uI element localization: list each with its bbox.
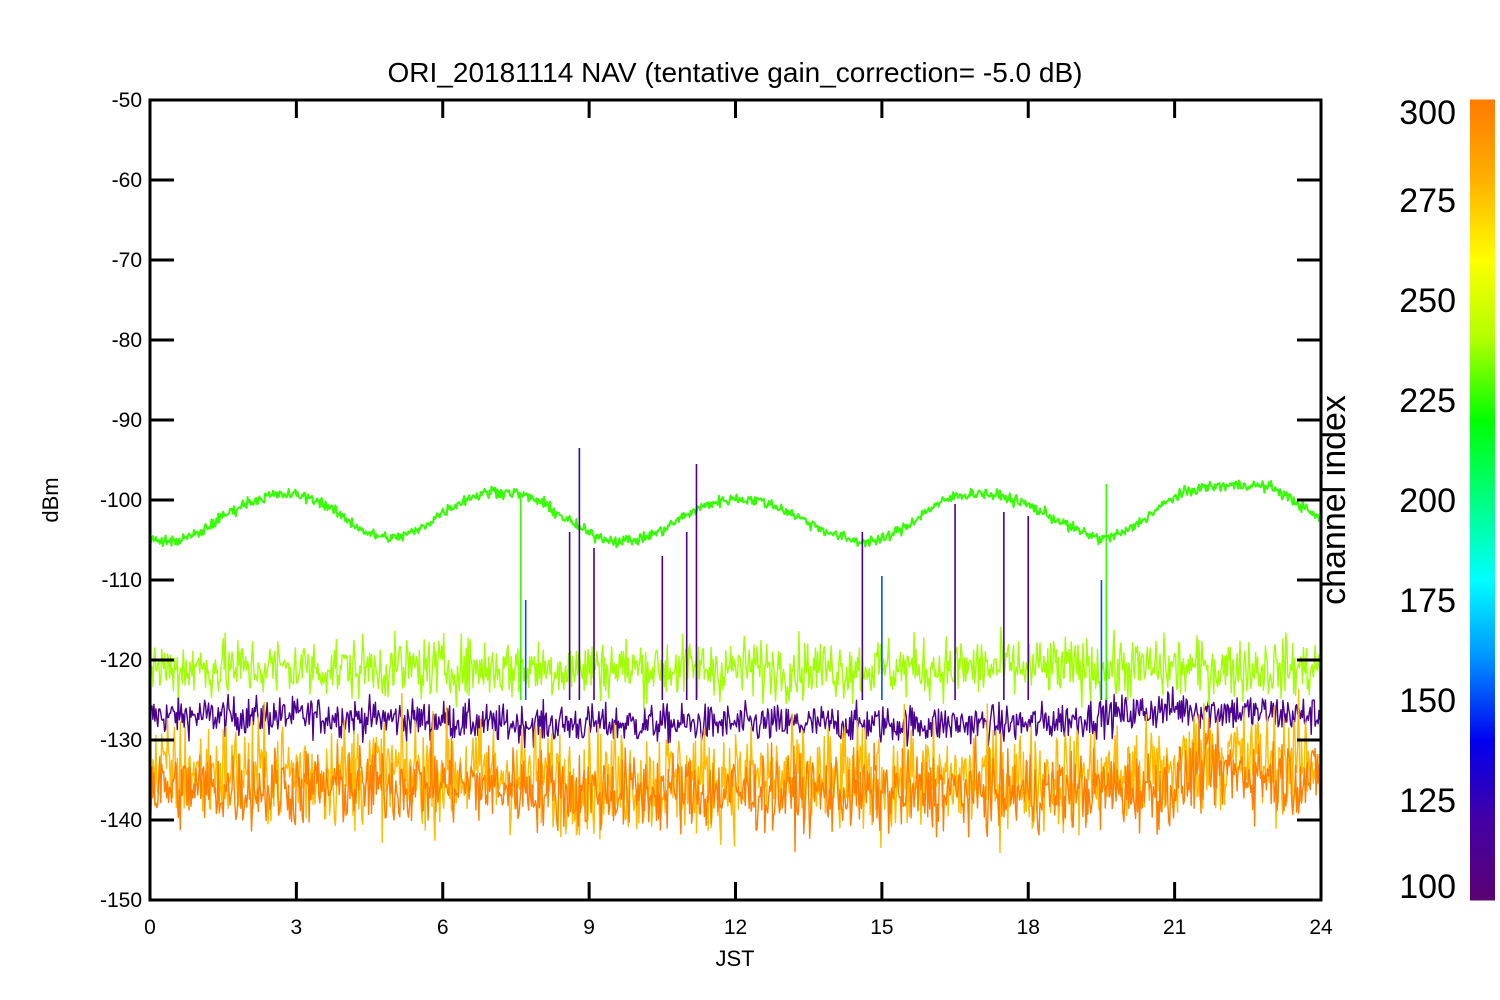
y-axis-label: dBm xyxy=(38,477,63,522)
y-tick-label: -100 xyxy=(100,489,142,512)
series-line-ch230 xyxy=(150,479,1321,549)
x-tick-label: 18 xyxy=(1017,916,1040,939)
series-line-ch300 xyxy=(150,714,1321,853)
colorbar-segment xyxy=(1470,179,1495,261)
colorbar-tick-label: 125 xyxy=(1399,782,1456,820)
colorbar-tick-label: 175 xyxy=(1399,582,1456,620)
y-tick-label: -150 xyxy=(100,889,142,912)
colorbar-tick-label: 250 xyxy=(1399,282,1456,320)
x-axis-label: JST xyxy=(715,946,754,971)
y-tick-label: -60 xyxy=(112,169,142,192)
x-tick-label: 24 xyxy=(1309,916,1333,939)
colorbar-segment xyxy=(1470,499,1495,581)
colorbar-label: channel index xyxy=(1315,395,1353,605)
chart-title: ORI_20181114 NAV (tentative gain_correct… xyxy=(388,57,1083,88)
y-tick-label: -80 xyxy=(112,329,142,352)
x-tick-label: 9 xyxy=(583,916,595,939)
x-tick-label: 15 xyxy=(870,916,893,939)
colorbar-segment xyxy=(1470,659,1495,741)
y-tick-label: -90 xyxy=(112,409,142,432)
x-tick-label: 0 xyxy=(144,916,156,939)
x-tick-label: 21 xyxy=(1163,916,1186,939)
y-tick-label: -130 xyxy=(100,729,142,752)
x-tick-label: 6 xyxy=(437,916,449,939)
colorbar-tick-label: 100 xyxy=(1399,868,1456,906)
y-tick-label: -110 xyxy=(102,569,142,592)
colorbar-segment xyxy=(1470,739,1495,821)
colorbar-tick-label: 200 xyxy=(1399,482,1456,520)
y-tick-label: -50 xyxy=(112,89,142,112)
x-tick-label: 3 xyxy=(291,916,303,939)
x-tick-label: 12 xyxy=(724,916,747,939)
colorbar-segment xyxy=(1470,419,1495,501)
colorbar-tick-label: 150 xyxy=(1399,682,1456,720)
y-tick-label: -140 xyxy=(100,809,142,832)
colorbar-segment xyxy=(1470,579,1495,661)
y-tick-label: -120 xyxy=(100,649,142,672)
colorbar-segment xyxy=(1470,339,1495,421)
colorbar-segment xyxy=(1470,99,1495,181)
series-line-ch105 xyxy=(150,686,1321,749)
colorbar-tick-label: 275 xyxy=(1399,182,1456,220)
series-line-ch258 xyxy=(150,626,1321,710)
colorbar-tick-label: 300 xyxy=(1399,94,1456,132)
colorbar-tick-label: 225 xyxy=(1399,382,1456,420)
colorbar-segment xyxy=(1470,819,1495,901)
colorbar-segment xyxy=(1470,259,1495,341)
y-tick-label: -70 xyxy=(112,249,142,272)
